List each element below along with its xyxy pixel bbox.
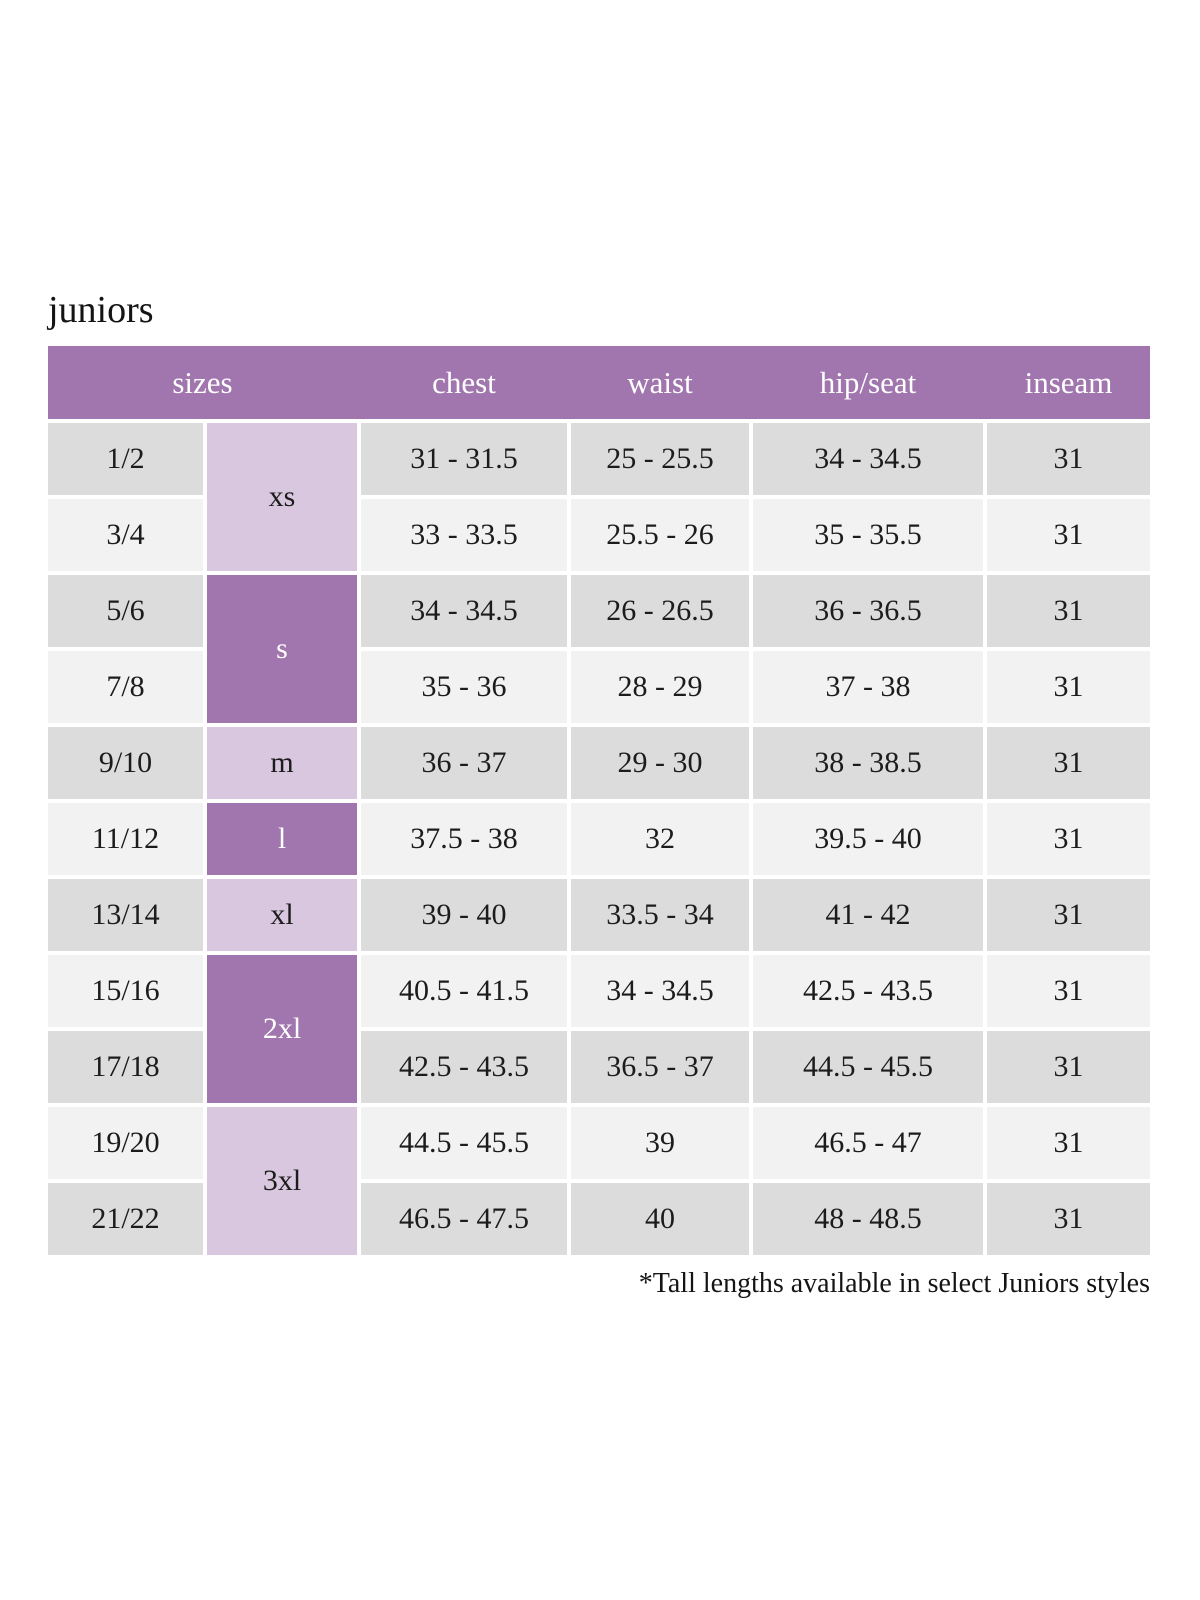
size-cell: 21/22 xyxy=(48,1183,203,1255)
waist-cell: 32 xyxy=(571,803,749,875)
size-cell: 13/14 xyxy=(48,879,203,951)
hip-seat-cell: 34 - 34.5 xyxy=(753,423,983,495)
waist-cell: 40 xyxy=(571,1183,749,1255)
size-cell: 3/4 xyxy=(48,499,203,571)
inseam-cell: 31 xyxy=(987,727,1150,799)
column-header-hip-seat: hip/seat xyxy=(819,364,917,400)
hip-seat-cell: 46.5 - 47 xyxy=(753,1107,983,1179)
size-group-cell-l: l xyxy=(207,803,357,875)
tall-lengths-footnote: *Tall lengths available in select Junior… xyxy=(638,1268,1150,1299)
size-group-cell-xl: xl xyxy=(207,879,357,951)
size-group-cell-xs: xs xyxy=(207,423,357,571)
inseam-cell: 31 xyxy=(987,803,1150,875)
waist-cell: 28 - 29 xyxy=(571,651,749,723)
chest-cell: 42.5 - 43.5 xyxy=(361,1031,567,1103)
column-header-chest: chest xyxy=(432,364,496,400)
size-cell: 5/6 xyxy=(48,575,203,647)
waist-cell: 39 xyxy=(571,1107,749,1179)
size-group-cell-2xl: 2xl xyxy=(207,955,357,1103)
size-group-cell-m: m xyxy=(207,727,357,799)
size-chart-table: sizes chest waist hip/seat inseam 1/2 xs… xyxy=(48,346,1150,1255)
inseam-cell: 31 xyxy=(987,1107,1150,1179)
inseam-cell: 31 xyxy=(987,423,1150,495)
waist-cell: 25.5 - 26 xyxy=(571,499,749,571)
waist-cell: 25 - 25.5 xyxy=(571,423,749,495)
waist-cell: 29 - 30 xyxy=(571,727,749,799)
inseam-cell: 31 xyxy=(987,955,1150,1027)
chest-cell: 33 - 33.5 xyxy=(361,499,567,571)
hip-seat-cell: 41 - 42 xyxy=(753,879,983,951)
chest-cell: 40.5 - 41.5 xyxy=(361,955,567,1027)
size-cell: 15/16 xyxy=(48,955,203,1027)
hip-seat-cell: 36 - 36.5 xyxy=(753,575,983,647)
hip-seat-cell: 37 - 38 xyxy=(753,651,983,723)
waist-cell: 36.5 - 37 xyxy=(571,1031,749,1103)
size-cell: 7/8 xyxy=(48,651,203,723)
size-group-cell-3xl: 3xl xyxy=(207,1107,357,1255)
waist-cell: 26 - 26.5 xyxy=(571,575,749,647)
chest-cell: 44.5 - 45.5 xyxy=(361,1107,567,1179)
hip-seat-cell: 44.5 - 45.5 xyxy=(753,1031,983,1103)
inseam-cell: 31 xyxy=(987,1031,1150,1103)
size-group-cell-s: s xyxy=(207,575,357,723)
size-cell: 1/2 xyxy=(48,423,203,495)
chest-cell: 39 - 40 xyxy=(361,879,567,951)
inseam-cell: 31 xyxy=(987,879,1150,951)
column-header-inseam: inseam xyxy=(1024,364,1113,400)
page-title: juniors xyxy=(48,289,154,331)
inseam-cell: 31 xyxy=(987,1183,1150,1255)
column-header-sizes: sizes xyxy=(172,364,233,400)
waist-cell: 33.5 - 34 xyxy=(571,879,749,951)
size-cell: 19/20 xyxy=(48,1107,203,1179)
size-cell: 11/12 xyxy=(48,803,203,875)
chest-cell: 35 - 36 xyxy=(361,651,567,723)
inseam-cell: 31 xyxy=(987,575,1150,647)
hip-seat-cell: 48 - 48.5 xyxy=(753,1183,983,1255)
hip-seat-cell: 38 - 38.5 xyxy=(753,727,983,799)
chest-cell: 31 - 31.5 xyxy=(361,423,567,495)
inseam-cell: 31 xyxy=(987,499,1150,571)
hip-seat-cell: 42.5 - 43.5 xyxy=(753,955,983,1027)
chest-cell: 34 - 34.5 xyxy=(361,575,567,647)
chest-cell: 46.5 - 47.5 xyxy=(361,1183,567,1255)
waist-cell: 34 - 34.5 xyxy=(571,955,749,1027)
size-cell: 17/18 xyxy=(48,1031,203,1103)
hip-seat-cell: 35 - 35.5 xyxy=(753,499,983,571)
chest-cell: 36 - 37 xyxy=(361,727,567,799)
inseam-cell: 31 xyxy=(987,651,1150,723)
column-header-waist: waist xyxy=(627,364,693,400)
hip-seat-cell: 39.5 - 40 xyxy=(753,803,983,875)
chest-cell: 37.5 - 38 xyxy=(361,803,567,875)
size-cell: 9/10 xyxy=(48,727,203,799)
